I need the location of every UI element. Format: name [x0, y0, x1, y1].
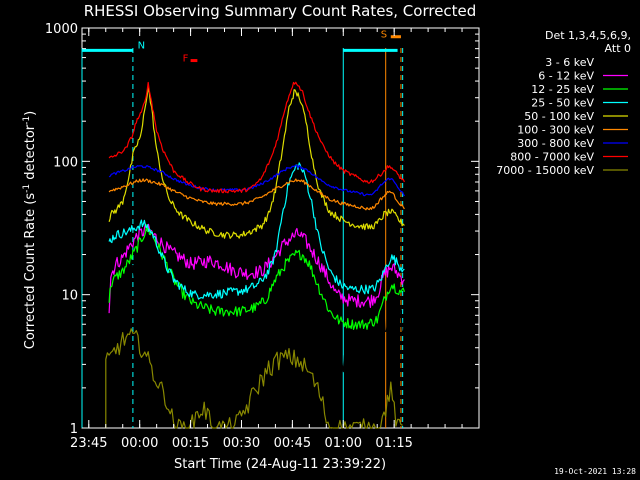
series-line — [108, 162, 405, 300]
x-axis-label: Start Time (24-Aug-11 23:39:22) — [174, 457, 386, 472]
annotation-label: S — [381, 29, 387, 40]
legend-label: 12 - 25 keV — [531, 83, 594, 96]
series-line — [108, 81, 405, 194]
series-line — [108, 164, 405, 197]
x-tick-label: 00:45 — [274, 436, 311, 451]
x-tick-label: 01:00 — [325, 436, 362, 451]
legend-label: 6 - 12 keV — [538, 70, 594, 83]
annotations: N F S — [138, 29, 388, 64]
y-tick-label: 100 — [53, 155, 78, 170]
series-line — [108, 223, 405, 314]
plot-border — [81, 27, 480, 429]
series-line — [108, 87, 405, 239]
series-lines — [105, 81, 405, 429]
y-tick-label: 10 — [61, 289, 78, 304]
x-tick-label: 00:00 — [121, 436, 158, 451]
y-tick-label: 1 — [70, 422, 78, 437]
x-tick-label: 01:15 — [375, 436, 412, 451]
legend-label: 300 - 800 keV — [517, 137, 594, 150]
legend-label: 3 - 6 keV — [545, 56, 594, 69]
legend-label: 50 - 100 keV — [524, 110, 594, 123]
event-lines — [81, 48, 404, 428]
legend-label: 25 - 50 keV — [531, 97, 594, 110]
x-tick-label: 00:15 — [172, 436, 209, 451]
y-tick-label: 1000 — [45, 22, 78, 37]
legend-label: 100 - 300 keV — [517, 124, 594, 137]
legend-label: 800 - 7000 keV — [510, 151, 594, 164]
x-tick-label: 23:45 — [70, 436, 107, 451]
x-tick-label: 00:30 — [223, 436, 260, 451]
axis-ticks: 1 10 100 1000 23:45 00:00 00:15 00:30 00:45 01:00… — [45, 22, 480, 451]
annotation-label: F — [183, 54, 189, 65]
series-line — [105, 328, 403, 429]
y-axis-label: Corrected Count Rate (s-1 detector-1) — [22, 111, 38, 349]
annotation-label: N — [138, 41, 145, 52]
series-line — [108, 257, 405, 385]
plot-frame — [81, 27, 480, 429]
legend-header: Det 1,3,4,5,6,9, — [545, 29, 631, 42]
legend-att: Att 0 — [605, 42, 631, 55]
legend-label: 7000 - 15000 keV — [496, 164, 594, 177]
series-line — [108, 178, 405, 211]
footer-date: 19-Oct-2021 13:28 — [554, 467, 636, 476]
attenuator-state-bars — [82, 35, 401, 63]
chart-title: RHESSI Observing Summary Count Rates, Co… — [84, 2, 477, 20]
